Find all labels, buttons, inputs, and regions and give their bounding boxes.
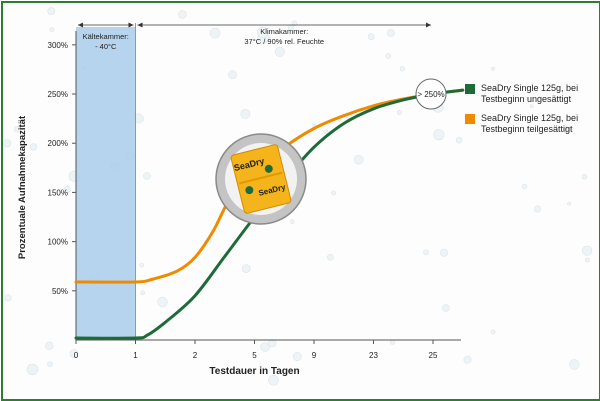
chart: 50%100%150%200%250%300% 0 1 2 5 9 23 25 Kältek… [3,7,593,386]
droplet [291,20,298,27]
droplet [63,185,71,193]
droplet [433,129,445,141]
legend-item-ungesaettigt: SeaDry Single 125g, bei Testbeginn unges… [465,83,599,107]
droplet [442,304,450,312]
x-tick-label: 5 [252,351,257,360]
droplet [13,125,21,133]
legend-label-ungesaettigt: SeaDry Single 125g, bei Testbeginn unges… [481,83,579,104]
droplet [399,66,406,72]
droplet [455,137,463,144]
droplet [178,10,187,19]
climate-phase-arrow-right [426,22,431,28]
x-tick-label: 9 [312,351,317,360]
droplet [268,374,279,386]
droplet [45,341,54,350]
droplet [353,154,364,165]
y-tick-label: 150% [48,188,68,197]
droplet [387,29,395,37]
y-tick-label: 200% [48,139,68,148]
x-tick-label: 23 [369,351,378,360]
climate-chamber-conditions: 37°C / 90% rel. Feuchte [244,37,324,46]
y-tick-label: 300% [48,41,68,50]
droplet [385,53,391,59]
droplet [567,201,572,206]
droplet [331,190,337,196]
phase-arrows [78,22,431,28]
droplet [140,290,145,296]
desiccant-pack-icon: SeaDry SeaDry [230,144,292,214]
y-tick-label: 100% [48,238,68,247]
droplet [228,70,237,80]
legend-swatch-orange [465,114,475,124]
droplet [26,363,39,375]
droplet [396,110,402,116]
legend-item-teilgesaettigt: SeaDry Single 125g, bei Testbeginn teilg… [465,113,599,137]
y-tick-label: 50% [52,287,68,296]
droplet [47,361,53,368]
droplet [326,253,334,261]
droplet [585,257,590,263]
x-tick-label: 25 [429,351,438,360]
droplet [367,33,375,41]
droplet [240,109,251,119]
droplet [268,339,277,348]
climate-chamber-title: Klimakammer: [260,27,308,36]
droplet [569,359,580,370]
x-axis-label: Testdauer in Tagen [209,366,299,377]
y-axis-label: Prozentuale Aufnahmekapazität [17,115,28,259]
product-badge: SeaDry SeaDry [215,133,307,225]
droplet [274,46,285,57]
x-tick-label: 1 [133,351,138,360]
x-tick-label: 0 [74,351,79,360]
droplet [581,174,588,180]
droplet [439,248,448,257]
cold-chamber-band [76,27,136,340]
droplet [139,262,145,268]
legend-label-teilgesaettigt: SeaDry Single 125g, bei Testbeginn teilg… [481,113,579,134]
droplet [29,143,38,151]
droplet [47,7,56,16]
y-axis-ticks: 50% 100% 150% 200% 250% 300% [48,41,76,296]
background-droplets [3,7,593,386]
annotation-circle [415,78,447,110]
cold-phase-arrow-left [78,22,83,28]
annotation-label: > 250% [417,90,444,99]
droplet [289,219,295,224]
droplet [323,129,329,135]
x-axis-ticks: 0 1 2 5 9 23 25 [74,340,438,360]
droplet [157,296,168,308]
droplet [3,139,12,148]
cold-chamber-temp: - 40°C [95,42,117,51]
y-tick-label: 250% [48,90,68,99]
droplet [143,172,151,180]
cold-phase-arrow-right [128,22,134,28]
droplet [521,183,528,190]
droplet [491,66,495,71]
droplet [529,104,534,109]
droplet [260,342,270,352]
droplet [423,249,429,256]
droplet [562,126,571,134]
droplet [490,329,496,335]
droplet [49,27,55,33]
legend-swatch-green [465,84,475,94]
droplet [209,27,221,39]
droplet [241,264,251,273]
droplet [257,26,269,39]
x-tick-label: 2 [193,351,198,360]
droplet [463,355,472,364]
droplet [581,245,593,256]
droplet [69,349,79,358]
droplet [292,351,302,361]
droplet [534,205,542,213]
climate-phase-arrow-left [137,22,143,28]
droplet [4,294,12,302]
cold-chamber-title: Kältekammer: [83,32,129,41]
